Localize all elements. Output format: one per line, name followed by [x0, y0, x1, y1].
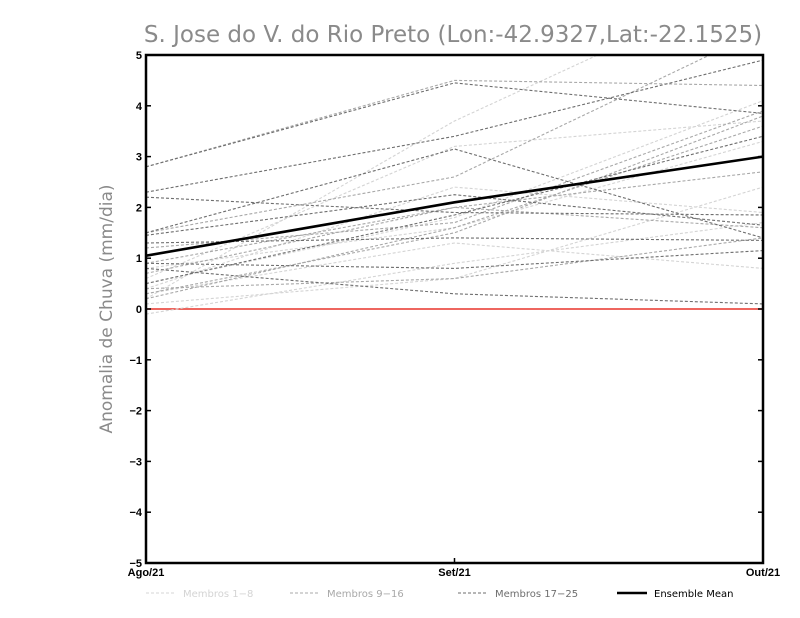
y-tick-label: 2: [136, 202, 142, 214]
legend-label: Membros 9−16: [327, 589, 404, 600]
chart-title: S. Jose do V. do Rio Preto (Lon:-42.9327…: [144, 22, 762, 48]
member-line-g2-2: [146, 125, 763, 300]
y-tick-label: −3: [129, 456, 142, 468]
series-layer: [146, 55, 763, 315]
legend-label: Membros 17−25: [495, 589, 578, 600]
y-tick-label: 3: [136, 152, 142, 164]
member-line-g3-1: [146, 82, 763, 168]
y-tick-label: −4: [129, 507, 142, 519]
axis-ticks: −5 −4 −3 −2 −1 0 1 2 3 4 5 Ago/21 Set/21 Out/21: [128, 50, 780, 579]
member-line-g3-4: [146, 194, 763, 236]
y-tick-label: −2: [129, 406, 142, 418]
x-tick-label: Set/21: [438, 567, 470, 579]
y-tick-label: −1: [129, 355, 142, 367]
member-line-g3-6: [146, 250, 763, 269]
member-line-g3-8: [146, 135, 763, 285]
member-line-g2-5: [146, 237, 763, 290]
member-line-g3-3: [146, 148, 763, 239]
y-tick-label: 5: [136, 50, 142, 62]
member-line-g1-2: [146, 55, 599, 300]
x-tick-label: Out/21: [746, 567, 780, 579]
x-tick-label: Ago/21: [128, 567, 165, 579]
member-line-g2-1: [146, 79, 763, 168]
y-tick-label: −5: [129, 558, 142, 570]
member-line-g1-8: [146, 120, 763, 280]
legend-label: Membros 1−8: [183, 589, 253, 600]
member-line-g1-7: [146, 186, 763, 290]
member-line-g3-5: [146, 196, 763, 216]
y-tick-label: 4: [136, 101, 143, 113]
y-axis-label: Anomalia de Chuva (mm/dia): [97, 184, 117, 433]
ensemble-mean-line: [146, 155, 763, 257]
member-line-g3-7: [146, 237, 763, 244]
member-line-g2-3: [146, 55, 712, 234]
legend: Membros 1−8 Membros 9−16 Membros 17−25 Ense…: [146, 589, 733, 600]
legend-label: Ensemble Mean: [654, 589, 733, 600]
member-line-g2-8: [146, 171, 763, 274]
y-tick-label: 1: [136, 253, 142, 265]
member-line-g3-2: [146, 59, 763, 193]
member-line-g1-4: [146, 242, 763, 295]
member-line-g3-9: [146, 267, 763, 305]
member-line-g1-3: [146, 100, 763, 285]
y-tick-label: 0: [136, 304, 142, 316]
member-line-g1-1: [146, 222, 763, 315]
